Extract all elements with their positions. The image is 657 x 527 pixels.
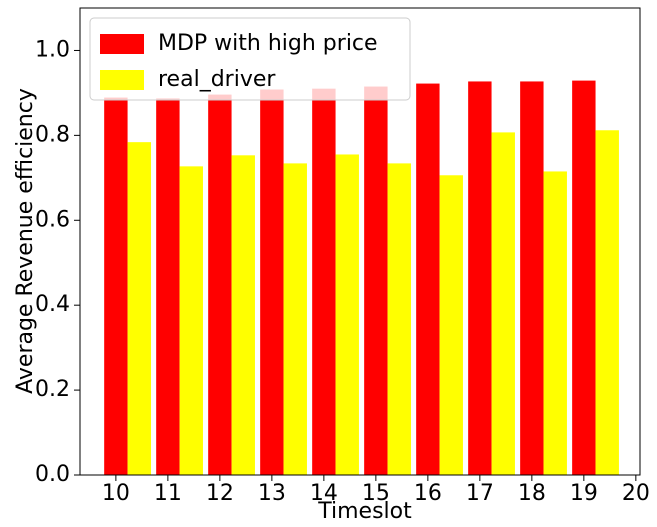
bar <box>387 163 411 475</box>
legend-swatch <box>100 34 144 54</box>
x-tick-label: 20 <box>622 481 650 506</box>
x-tick-label: 15 <box>362 481 390 506</box>
bar <box>156 98 180 475</box>
bar <box>595 130 619 475</box>
bar <box>439 175 463 475</box>
bar <box>364 86 388 476</box>
bar <box>208 94 232 475</box>
y-tick-label: 0.2 <box>35 377 70 402</box>
x-tick-label: 17 <box>466 481 494 506</box>
legend-swatch <box>100 70 144 90</box>
bar <box>543 171 567 475</box>
x-tick-label: 18 <box>518 481 546 506</box>
bar <box>572 80 596 475</box>
bar <box>283 163 307 475</box>
y-tick-label: 0.4 <box>35 292 70 317</box>
bar <box>260 89 284 475</box>
x-tick-label: 10 <box>102 481 130 506</box>
y-tick-label: 0.0 <box>35 462 70 487</box>
bar <box>312 88 336 475</box>
bar <box>231 155 255 476</box>
y-tick-label: 1.0 <box>35 37 70 62</box>
x-tick-label: 11 <box>154 481 182 506</box>
y-tick-label: 0.6 <box>35 207 70 232</box>
bar <box>416 83 440 475</box>
x-tick-label: 12 <box>206 481 234 506</box>
bar <box>468 81 492 476</box>
legend-box <box>89 17 411 101</box>
y-axis-label: Average Revenue efficiency <box>13 88 38 394</box>
y-tick-label: 0.8 <box>35 122 70 147</box>
x-axis-label: Timeslot <box>317 499 412 524</box>
x-tick-label: 16 <box>414 481 442 506</box>
legend-label: MDP with high price <box>158 31 378 56</box>
bar <box>491 132 515 475</box>
bar <box>104 97 128 475</box>
bar <box>127 142 151 475</box>
bar <box>179 166 203 475</box>
bar <box>335 154 359 475</box>
x-tick-label: 19 <box>570 481 598 506</box>
legend-label: real_driver <box>158 67 276 92</box>
bar <box>520 81 544 476</box>
plot-frame <box>79 7 641 476</box>
x-tick-label: 14 <box>310 481 338 506</box>
x-tick-label: 13 <box>258 481 286 506</box>
